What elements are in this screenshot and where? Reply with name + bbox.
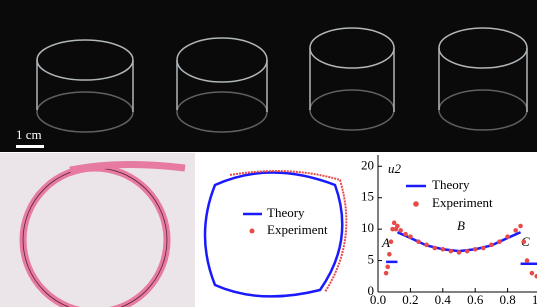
y-tick-label: 5	[368, 252, 375, 267]
experiment-point	[385, 265, 390, 270]
experiment-point	[395, 224, 400, 229]
experiment-point	[489, 243, 494, 248]
x-tick-label: 0.4	[435, 292, 452, 307]
legend-marker	[250, 229, 255, 234]
experiment-point	[525, 258, 530, 263]
figure: 1 cm Theory Experiment 051015200.00.20.4…	[0, 0, 537, 307]
legend-marker	[413, 201, 419, 207]
experiment-point	[473, 247, 478, 252]
photo-background	[0, 0, 537, 152]
experiment-point	[389, 239, 394, 244]
x-tick-label: 0.6	[467, 292, 484, 307]
legend-label: Theory	[432, 177, 470, 192]
x-tick-label: 0.0	[370, 292, 386, 307]
experiment-point	[513, 228, 518, 233]
experiment-point	[530, 271, 535, 276]
x-tick-label: 0.8	[499, 292, 515, 307]
experiment-point	[441, 247, 446, 252]
experiment-point	[449, 249, 454, 254]
legend-label: Experiment	[432, 195, 493, 210]
experiment-point	[416, 239, 421, 244]
experiment-point	[387, 252, 392, 257]
annotation: A	[381, 235, 390, 250]
experiment-point	[424, 243, 429, 248]
x-tick-label: 0.2	[402, 292, 418, 307]
experiment-point	[398, 228, 403, 233]
annotation: B	[457, 218, 465, 233]
experiment-point	[497, 239, 502, 244]
y-axis-label: u2	[388, 161, 402, 176]
scale-bar	[16, 145, 44, 148]
x-axis-label: s	[456, 303, 461, 307]
y-tick-label: 10	[361, 220, 374, 235]
experiment-point	[432, 246, 437, 251]
experiment-point	[518, 224, 523, 229]
scale-bar-label: 1 cm	[16, 127, 42, 142]
y-tick-label: 20	[361, 157, 374, 172]
x-tick-label: 1.0	[532, 292, 537, 307]
y-tick-label: 15	[361, 189, 374, 204]
legend-label: Experiment	[267, 222, 328, 237]
experiment-point	[505, 234, 510, 239]
experiment-point	[481, 246, 486, 251]
experiment-point	[457, 250, 462, 255]
experiment-point	[384, 271, 389, 276]
experiment-point	[522, 239, 527, 244]
experiment-point	[403, 232, 408, 237]
legend-label: Theory	[267, 205, 305, 220]
experiment-point	[465, 249, 470, 254]
experiment-point	[408, 234, 413, 239]
